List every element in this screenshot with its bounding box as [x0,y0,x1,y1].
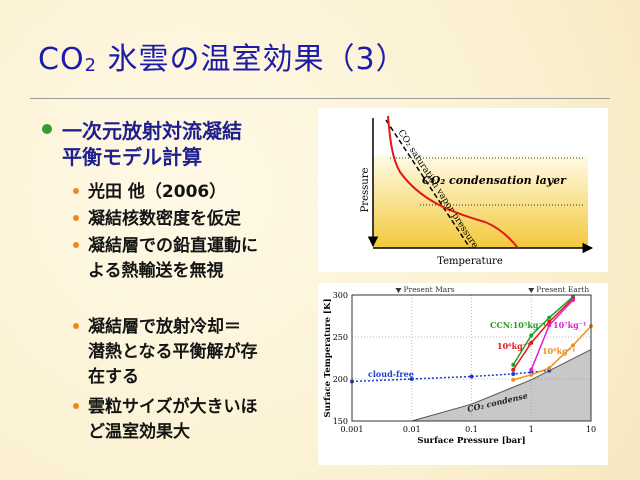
series-label: 10⁸kg⁻¹ [542,346,576,356]
point [511,362,516,367]
bullet-dot [73,215,79,221]
point [571,343,576,348]
point [547,323,552,328]
x-tick-label: 0.1 [465,425,478,434]
bullet-text: 平衡モデル計算 [62,145,202,169]
point [511,367,516,372]
point [547,366,552,371]
line [512,297,574,371]
line [351,369,550,383]
sub-bullet-text: 光田 他（2006） [88,182,227,202]
point [547,319,552,324]
bullet-dot [42,124,52,134]
point [529,333,534,338]
sub-bullet-text: 雲粒サイズが大きいほ [88,397,258,417]
warm-layer [373,155,588,248]
bullet-dot [73,188,79,194]
bullet-dot [73,403,79,409]
title-subscript: 2 [84,55,98,76]
temperature-label: Temperature [437,256,503,267]
sub-bullet-text: 凝結核数密度を仮定 [88,209,241,229]
marker-label: Present Mars [403,285,454,294]
x-tick-label: 0.001 [341,425,364,434]
sub-bullet-text: 潜熱となる平衡解が存 [88,342,258,362]
marker-triangle [395,288,402,293]
bullet-dot [73,242,79,248]
plot-frame [351,294,592,422]
temperature-profile [387,115,519,249]
x-axis-label: Surface Pressure [bar] [417,436,525,446]
line [512,296,574,366]
y-tick-label: 150 [333,417,348,426]
point [409,377,414,381]
point [529,367,534,372]
marker-label: Present Earth [536,285,589,294]
bullet-dot [73,323,79,329]
point [529,340,534,345]
series-label: cloud-free [368,369,414,379]
x-tick-label: 0.01 [403,425,421,434]
saturation-curve [385,119,471,249]
sub-bullet-text: 凝結層での鉛直運動に [88,236,258,256]
marker-triangle [528,288,535,293]
y-tick-label: 250 [333,333,348,342]
y-tick-label: 300 [333,291,348,300]
slide-title: CO2 氷雲の温室効果（3） [38,34,407,78]
title-rule [30,98,610,99]
condensation-label: CO₂ condensation layer [422,174,567,187]
point [511,371,516,376]
x-tick-label: 10 [586,425,596,434]
y-tick-label: 200 [333,375,348,384]
sub-bullet-text: よる熱輸送を無視 [88,261,224,281]
bullet-text: 一次元放射対流凝結 [62,119,242,143]
point [529,372,534,377]
point [511,377,516,382]
sub-bullet-text: 凝結層で放射冷却＝ [88,317,241,337]
title-text: 氷雲の温室効果（3） [97,42,407,77]
sub-bullet-text: ど温室効果大 [88,422,190,442]
title-text: CO [38,42,85,77]
series-label: 10⁶kg⁻¹ [497,341,531,351]
series-label: 10⁷kg⁻¹ [553,320,587,330]
point [547,315,552,320]
point [571,298,576,303]
point [469,374,474,379]
x-tick-label: 1 [529,425,534,434]
y-axis-label: Surface Temperature [K] [323,299,333,418]
pressure-label: Pressure [360,168,371,213]
series-label: CCN:10⁵kg⁻¹ [490,320,546,330]
sub-bullet-text: 在する [88,367,139,387]
